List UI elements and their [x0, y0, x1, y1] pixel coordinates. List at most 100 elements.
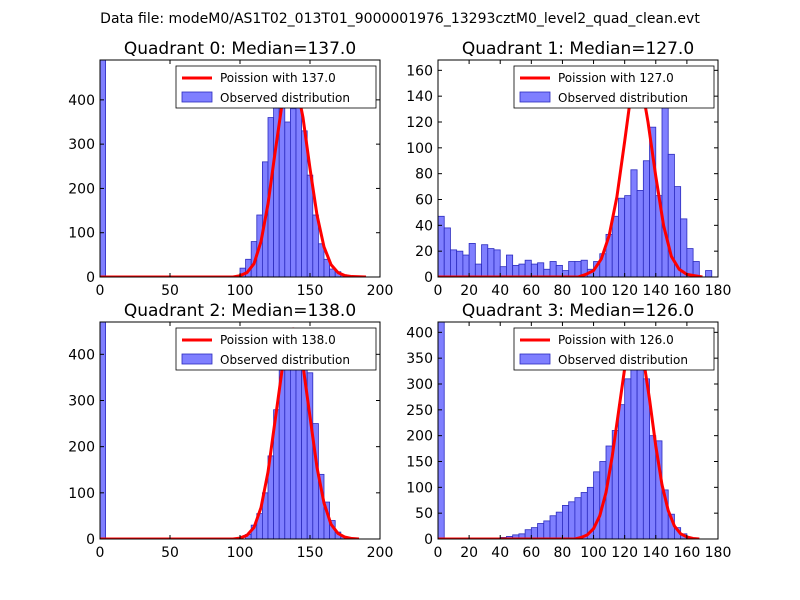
histogram-bar: [549, 261, 557, 277]
x-tick-label: 100: [580, 545, 607, 561]
histogram-bar: [705, 270, 713, 277]
histogram-bar: [462, 254, 470, 277]
histogram-bar: [450, 249, 458, 277]
legend-label-poisson: Poission with 127.0: [558, 71, 674, 85]
histogram-bar: [524, 259, 532, 277]
histogram-bar: [624, 195, 632, 277]
x-tick-label: 80: [554, 545, 572, 561]
x-tick-label: 50: [161, 283, 179, 299]
y-tick-label: 100: [406, 480, 433, 496]
x-tick-label: 0: [96, 283, 105, 299]
x-tick-label: 100: [227, 283, 254, 299]
y-tick-label: 150: [406, 455, 433, 471]
histogram-bar: [562, 505, 570, 539]
legend: Poission with 126.0 Observed distribution: [513, 327, 715, 371]
x-tick-label: 200: [367, 283, 394, 299]
y-tick-label: 100: [406, 141, 433, 157]
legend: Poission with 127.0 Observed distribution: [513, 65, 715, 109]
axes-frame: [437, 59, 719, 278]
x-tick-label: 160: [674, 283, 701, 299]
histogram-bar: [506, 254, 514, 277]
y-tick-label: 300: [406, 377, 433, 393]
histogram-bar: [574, 261, 582, 277]
subplot-1: 0 20 40 60 80 100 120 140 160 1800204060801001201…: [406, 39, 731, 299]
panel-title: Quadrant 3: Median=126.0: [462, 301, 694, 321]
y-tick-label: 20: [415, 244, 433, 260]
y-tick-label: 400: [406, 325, 433, 341]
y-tick-label: 40: [415, 218, 433, 234]
histogram-bar: [273, 90, 280, 277]
x-tick-label: 0: [434, 283, 443, 299]
y-tick-label: 250: [406, 403, 433, 419]
x-tick-label: 200: [367, 545, 394, 561]
legend-label-observed: Observed distribution: [558, 91, 688, 105]
x-tick-label: 150: [297, 283, 324, 299]
x-tick-label: 40: [491, 283, 509, 299]
y-tick-label: 200: [406, 429, 433, 445]
histogram-bar: [512, 264, 520, 277]
histogram-bar: [580, 259, 588, 277]
y-tick-label: 60: [415, 193, 433, 209]
x-tick-label: 0: [96, 545, 105, 561]
legend-label-observed: Observed distribution: [220, 353, 350, 367]
histogram-bar: [624, 378, 632, 539]
histogram-bar: [630, 169, 638, 277]
histogram-bars: [438, 322, 694, 539]
y-tick-label: 120: [406, 115, 433, 131]
histogram-bar: [642, 160, 650, 277]
x-tick-label: 80: [554, 283, 572, 299]
histogram-bar: [481, 244, 489, 277]
histogram-bar: [530, 527, 538, 539]
histogram-bar: [518, 263, 526, 277]
y-tick-label: 300: [68, 137, 95, 153]
legend-bar-swatch: [519, 91, 551, 103]
axes-frame: [437, 321, 719, 540]
histogram-bar: [100, 60, 106, 277]
y-tick-label: 50: [415, 506, 433, 522]
histogram-bar: [555, 511, 563, 539]
histogram-bar: [100, 322, 106, 539]
histogram-bar: [443, 227, 451, 277]
histogram-bar: [295, 95, 302, 277]
subplot-0: 0 50 100 150 200 0 100 200 300 400 Quadrant 0: Med…: [68, 39, 393, 299]
histogram-bar: [543, 520, 551, 539]
histogram-bar: [549, 515, 557, 539]
panel-title: Quadrant 2: Median=138.0: [124, 301, 356, 321]
x-tick-label: 140: [642, 283, 669, 299]
histogram-bar: [649, 435, 657, 539]
x-tick-label: 120: [611, 545, 638, 561]
histogram-bar: [289, 108, 297, 277]
histogram-bar: [611, 215, 619, 277]
x-tick-label: 60: [522, 545, 540, 561]
legend: Poission with 137.0 Observed distribution: [175, 65, 377, 109]
x-tick-label: 40: [491, 545, 509, 561]
legend-bar-swatch: [181, 91, 213, 103]
x-tick-label: 50: [161, 545, 179, 561]
legend-bar-swatch: [519, 353, 551, 365]
histogram-bar: [636, 190, 644, 277]
histogram-bar: [438, 322, 445, 539]
histogram-bar: [692, 261, 700, 277]
histogram-bar: [580, 492, 588, 539]
x-tick-label: 20: [460, 283, 478, 299]
y-tick-label: 0: [86, 270, 95, 286]
histogram-bar: [680, 218, 688, 277]
y-tick-label: 400: [68, 93, 95, 109]
y-tick-label: 300: [68, 393, 95, 409]
panel-title: Quadrant 1: Median=127.0: [462, 39, 694, 59]
histogram-bar: [568, 261, 576, 277]
x-tick-label: 160: [674, 545, 701, 561]
histogram-bar: [537, 262, 545, 277]
histogram-bar: [289, 344, 297, 539]
y-tick-label: 400: [68, 347, 95, 363]
histogram-bar: [530, 263, 538, 277]
y-tick-label: 80: [415, 167, 433, 183]
x-tick-label: 100: [227, 545, 254, 561]
figure-suptitle: Data file: modeM0/AS1T02_013T01_90000019…: [100, 11, 700, 27]
histogram-bar: [456, 250, 464, 277]
histogram-bar: [574, 497, 582, 539]
histogram-bar: [636, 347, 644, 539]
legend: Poission with 138.0 Observed distribution: [175, 327, 377, 371]
y-tick-label: 200: [68, 440, 95, 456]
subplot-3: 0 20 40 60 80 100 120 140 160 1800501001502002503…: [406, 301, 731, 561]
